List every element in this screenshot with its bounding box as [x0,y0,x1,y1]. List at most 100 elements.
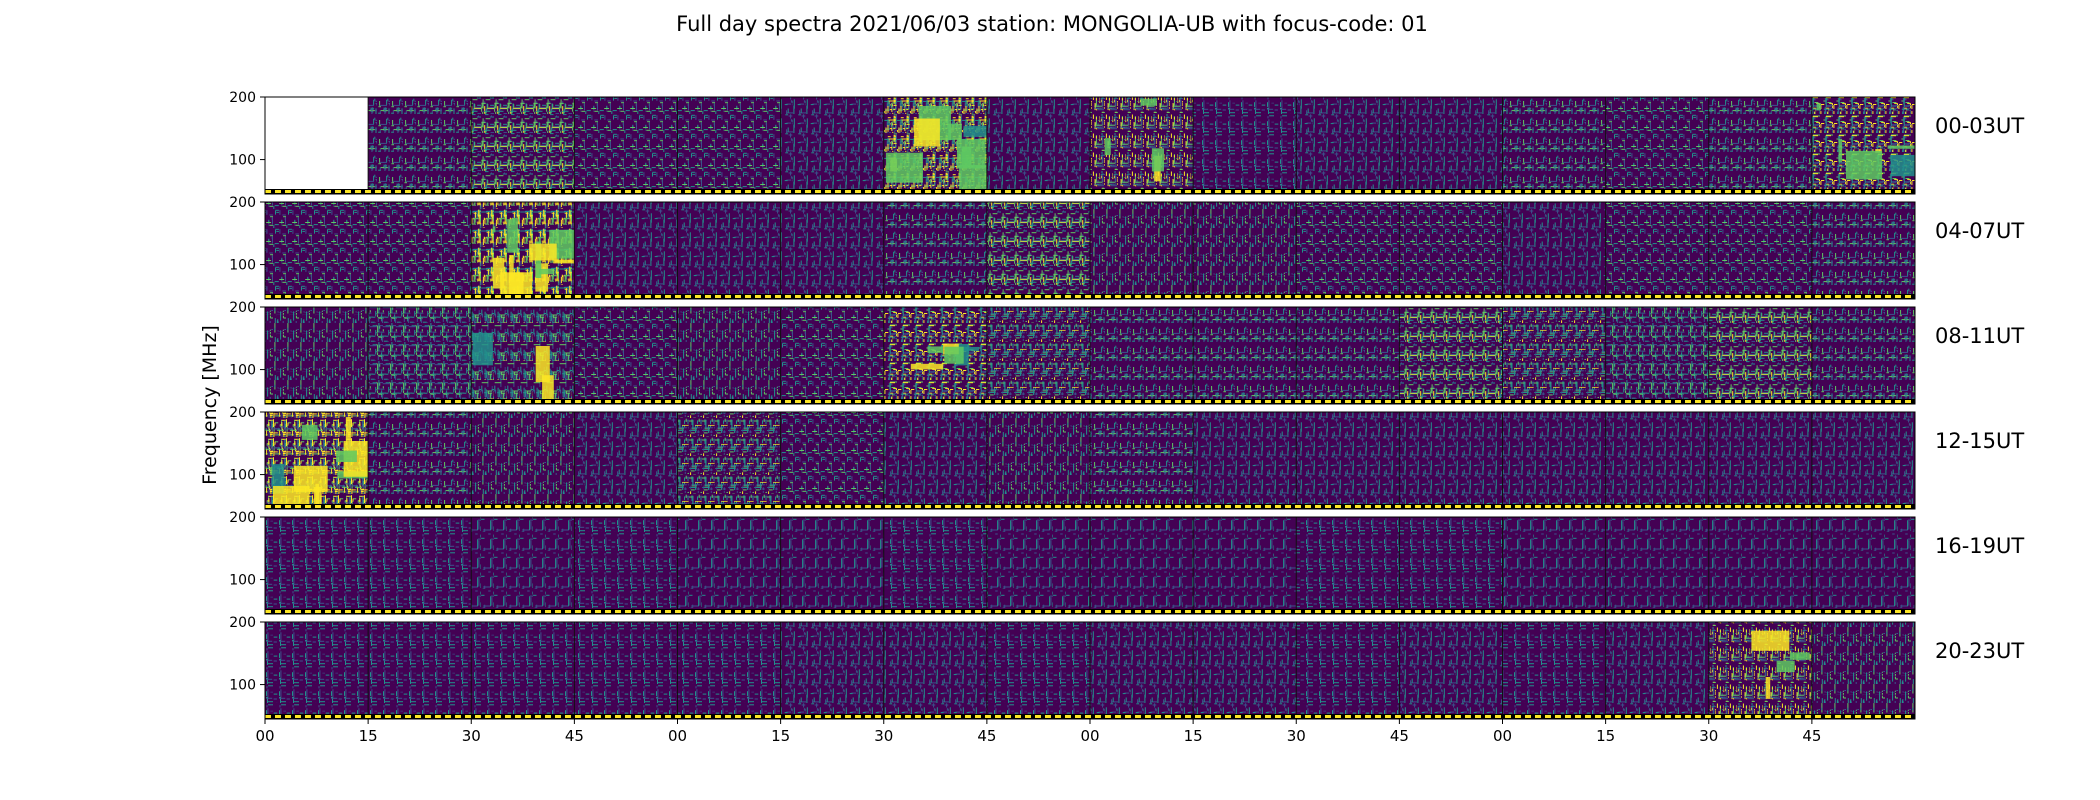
row-time-label: 16-19UT [1935,534,2024,558]
spectrum-segment [1708,307,1812,404]
spectrum-segment [1811,622,1915,719]
y-tick-label: 200 [229,195,256,211]
spectrum-burst [1140,98,1157,106]
spectrum-segment [1811,517,1915,614]
spectrum-segment [780,307,884,404]
spectrum-segment [265,622,369,719]
spectrum-segment [677,517,781,614]
spectrum-segment [780,517,884,614]
spectrum-burst [1887,145,1915,149]
x-tick-label: 15 [1184,727,1203,745]
spectrum-segment [1399,412,1503,509]
spectrum-segment [574,517,678,614]
spectrum-segment [677,412,781,509]
spectrum-burst [963,125,987,137]
spectrum-burst [270,466,273,476]
x-tick-label: 45 [1802,727,1821,745]
spectrum-burst [910,363,944,370]
spectrum-segment [780,622,884,719]
spectrum-burst [507,219,518,253]
y-tick-label: 200 [229,615,256,631]
x-tick-label: 15 [359,727,378,745]
y-axis-label: Frequency [MHz] [199,325,221,485]
spectrum-segment [1502,412,1606,509]
spectrum-segment [1811,202,1915,299]
spectrum-segment [368,412,472,509]
x-tick-label: 00 [255,727,274,745]
spectrum-segment-empty [265,97,369,194]
spectrum-segment [265,202,369,299]
spectrum-segment [1605,202,1709,299]
spectrum-burst [293,465,328,492]
spectrum-segment [368,517,472,614]
spectrum-segment [1399,202,1503,299]
spectrum-segment [986,307,1090,404]
x-tick-label: 00 [1080,727,1099,745]
spectrum-segment [1502,307,1606,404]
spectrum-segment [471,412,575,509]
spectrum-segment [1399,307,1503,404]
spectrum-burst [538,268,555,275]
spectrum-burst [1104,138,1111,156]
spectrum-burst [1776,660,1795,673]
x-tick-label: 45 [565,727,584,745]
spectrum-burst [927,346,943,353]
row-time-label: 08-11UT [1935,324,2024,348]
spectrum-segment [1296,622,1400,719]
spectrum-segment [677,97,781,194]
spectrum-segment [574,307,678,404]
spectrum-segment [368,202,472,299]
spectrum-burst [493,257,505,289]
y-tick-label: 200 [229,300,256,316]
spectrum-segment [1605,517,1709,614]
spectrum-burst [301,424,318,440]
chart-title: Full day spectra 2021/06/03 station: MON… [676,12,1428,36]
spectrum-segment [1090,517,1194,614]
spectrum-segment [1502,97,1606,194]
spectrum-segment [1193,622,1297,719]
spectrum-segment [780,412,884,509]
spectrum-burst [472,332,493,366]
spectra-row: 200 100 04-07UT [229,195,2024,300]
spectrum-segment [1399,97,1503,194]
panel-frame [264,516,1916,615]
spectrum-segment [883,412,987,509]
spectra-row: 200 100 20-23UT [229,615,2024,720]
spectrum-burst [529,243,557,261]
spectrum-segment [677,202,781,299]
spectrum-segment [1605,622,1709,719]
spectrum-segment [1708,97,1812,194]
spectrum-burst [944,346,964,364]
x-tick-label: 45 [1390,727,1409,745]
spectrum-segment [1502,622,1606,719]
panel-frame [264,306,1916,405]
panel-frame [264,96,1916,195]
spectrum-segment [1296,97,1400,194]
spectrum-burst [542,375,554,404]
spectrum-segment [471,517,575,614]
spectrum-segment [1193,97,1297,194]
x-tick-label: 30 [1287,727,1306,745]
spectrum-segment [883,517,987,614]
spectrum-segment [1605,412,1709,509]
spectrum-segment [265,307,369,404]
row-time-label: 04-07UT [1935,219,2024,243]
y-tick-label: 100 [229,153,256,169]
spectrum-segment [677,622,781,719]
spectrum-segment [265,517,369,614]
spectrum-segment [1090,307,1194,404]
y-tick-label: 200 [229,90,256,106]
spectrum-segment [471,622,575,719]
y-tick-label: 100 [229,258,256,274]
spectrum-segment [1296,307,1400,404]
spectrum-segment [368,97,472,194]
row-time-label: 00-03UT [1935,114,2024,138]
x-tick-label: 30 [462,727,481,745]
spectrum-burst [315,483,319,507]
spectrum-segment [1090,202,1194,299]
x-tick-label: 15 [771,727,790,745]
spectrum-burst [1846,150,1883,180]
spectrum-segment [883,307,987,404]
spectra-rows: 20010000-03UT20010004-07UT20010008-11UT2… [229,90,2024,720]
